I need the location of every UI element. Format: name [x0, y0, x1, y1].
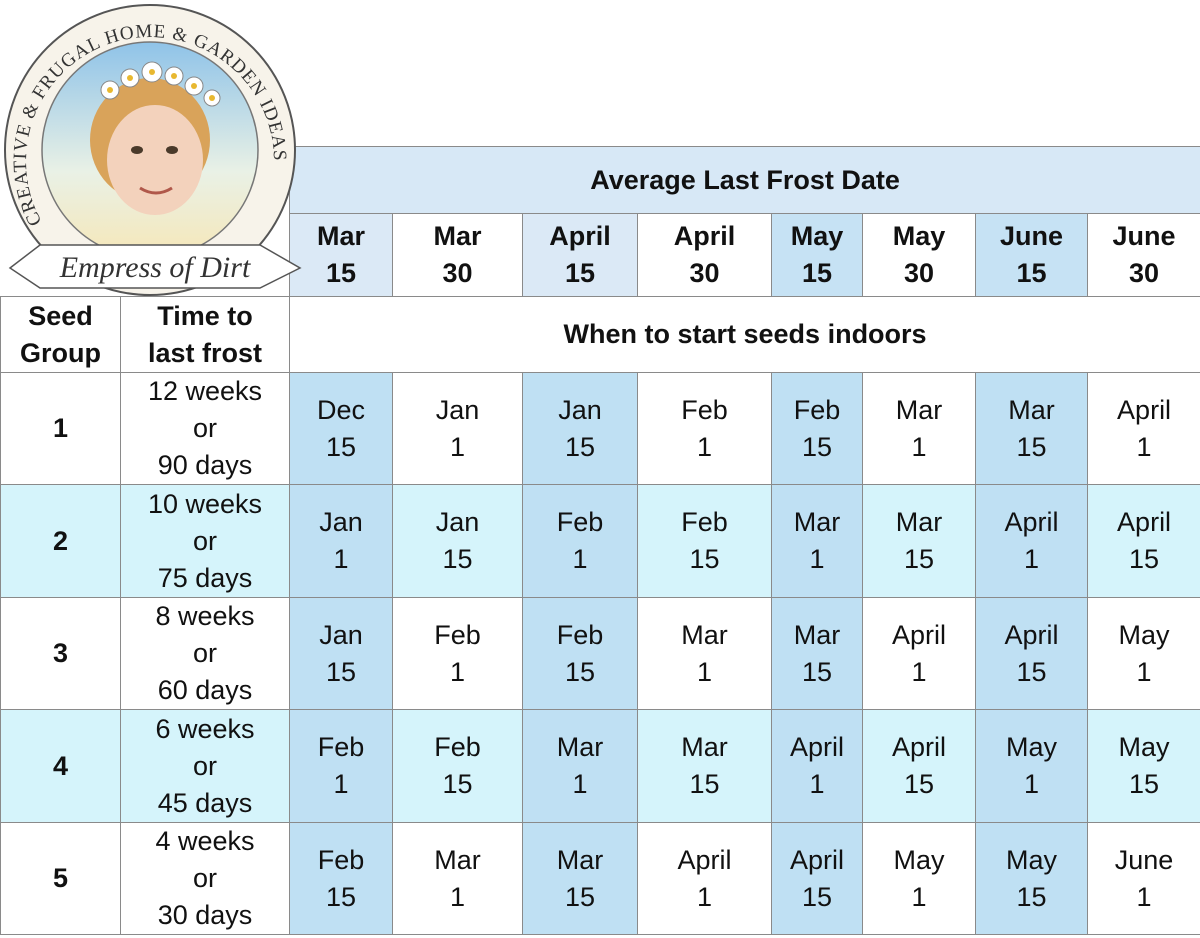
- frost-date-header: April 30: [637, 213, 772, 297]
- seed-group: 4: [0, 709, 121, 823]
- column-header: Time to last frost: [120, 296, 290, 373]
- start-date: Feb 1: [289, 709, 393, 823]
- time-to-frost: 4 weeks or 30 days: [120, 822, 290, 935]
- start-date: April 1: [771, 709, 863, 823]
- start-date: Mar 1: [771, 484, 863, 598]
- table-subtitle: When to start seeds indoors: [288, 296, 1200, 373]
- start-date: May 1: [1086, 597, 1200, 710]
- start-date: Feb 1: [637, 372, 772, 485]
- time-to-frost: 12 weeks or 90 days: [120, 372, 290, 485]
- start-date: June 1: [1086, 822, 1200, 935]
- start-date: Mar 1: [522, 709, 638, 823]
- start-date: Dec 15: [289, 372, 393, 485]
- frost-date-header: June 30: [1086, 213, 1200, 297]
- frost-date-header: June 15: [975, 213, 1088, 297]
- seed-group: 3: [0, 597, 121, 710]
- start-date: Mar 15: [975, 372, 1088, 485]
- frost-table: Average Last Frost Date Mar 15 Mar 30 April…: [0, 146, 1200, 935]
- start-date: Feb 15: [289, 822, 393, 935]
- frost-date-header: Mar 30: [392, 213, 523, 297]
- table-row: 2 10 weeks or 75 days Jan 1 Jan 15 Feb 1 Feb …: [0, 484, 1200, 598]
- seed-group: 1: [0, 372, 121, 485]
- frost-date-header: April 15: [522, 213, 638, 297]
- start-date: Mar 1: [862, 372, 976, 485]
- time-to-frost: 10 weeks or 75 days: [120, 484, 290, 598]
- start-date: May 1: [862, 822, 976, 935]
- start-date: Mar 15: [862, 484, 976, 598]
- start-date: Jan 1: [392, 372, 523, 485]
- start-date: May 15: [975, 822, 1088, 935]
- logo: CREATIVE & FRUGAL HOME & GARDEN IDEAS Em…: [4, 4, 302, 296]
- column-header: Seed Group: [0, 296, 121, 373]
- start-date: April 1: [862, 597, 976, 710]
- start-date: Feb 1: [392, 597, 523, 710]
- start-date: May 1: [975, 709, 1088, 823]
- frost-date-header: May 30: [862, 213, 976, 297]
- start-date: May 15: [1086, 709, 1200, 823]
- logo-banner: Empress of Dirt: [59, 251, 251, 284]
- frost-date-header: May 15: [771, 213, 863, 297]
- table-row: 1 12 weeks or 90 days Dec 15 Jan 1 Jan 15 Feb…: [0, 372, 1200, 485]
- table-title: Average Last Frost Date: [288, 146, 1200, 214]
- start-date: Feb 1: [522, 484, 638, 598]
- time-to-frost: 8 weeks or 60 days: [120, 597, 290, 710]
- start-date: April 1: [1086, 372, 1200, 485]
- start-date: Mar 1: [637, 597, 772, 710]
- start-date: Mar 1: [392, 822, 523, 935]
- table-row: Mar 15 Mar 30 April 15 April 30 May 15 May 30…: [1, 213, 1200, 297]
- seed-group: 5: [0, 822, 121, 935]
- start-date: April 15: [1086, 484, 1200, 598]
- start-date: April 1: [975, 484, 1088, 598]
- start-date: Feb 15: [522, 597, 638, 710]
- table-row: Seed Group Time to last frost When to star…: [0, 296, 1200, 373]
- start-date: Feb 15: [771, 372, 863, 485]
- start-date: Jan 15: [289, 597, 393, 710]
- start-date: April 1: [637, 822, 772, 935]
- start-date: Jan 15: [522, 372, 638, 485]
- seed-group: 2: [0, 484, 121, 598]
- start-date: Mar 15: [522, 822, 638, 935]
- start-date: Jan 1: [289, 484, 393, 598]
- start-date: Mar 15: [771, 597, 863, 710]
- table-row: Average Last Frost Date: [1, 146, 1200, 214]
- frost-date-header: Mar 15: [289, 213, 393, 297]
- start-date: Feb 15: [392, 709, 523, 823]
- start-date: April 15: [771, 822, 863, 935]
- start-date: April 15: [862, 709, 976, 823]
- start-date: Jan 15: [392, 484, 523, 598]
- time-to-frost: 6 weeks or 45 days: [120, 709, 290, 823]
- start-date: April 15: [975, 597, 1088, 710]
- start-date: Mar 15: [637, 709, 772, 823]
- start-date: Feb 15: [637, 484, 772, 598]
